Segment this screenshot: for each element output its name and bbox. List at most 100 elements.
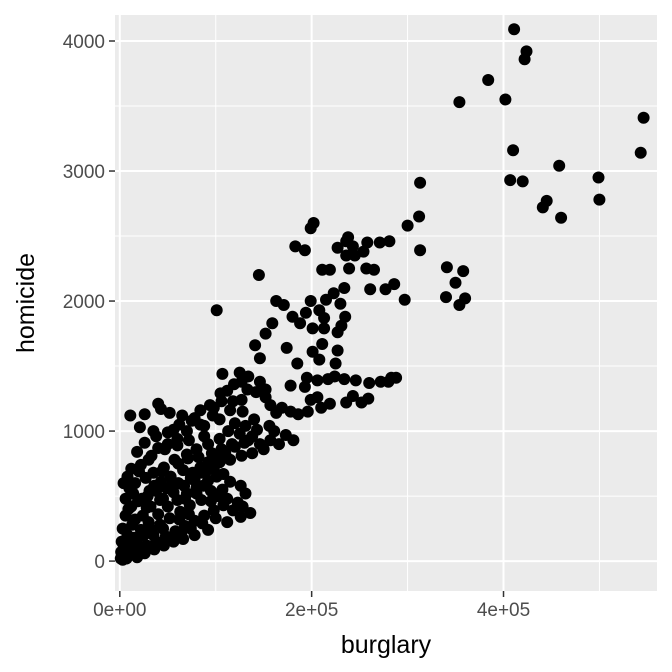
data-point	[178, 479, 191, 492]
data-point	[346, 240, 359, 253]
data-point	[202, 438, 215, 451]
data-point	[323, 263, 336, 276]
x-tick-label: 0e+00	[93, 600, 146, 621]
data-points	[114, 23, 650, 566]
data-point	[440, 261, 453, 274]
data-point	[362, 392, 375, 405]
data-point	[253, 438, 266, 451]
data-point	[163, 531, 176, 544]
data-point	[142, 453, 155, 466]
data-point	[190, 443, 203, 456]
data-point	[233, 427, 246, 440]
data-point	[318, 322, 331, 335]
y-axis: 0 1000 2000 3000 4000	[63, 32, 115, 573]
data-point	[331, 241, 344, 254]
data-point	[453, 96, 466, 109]
data-point	[190, 487, 203, 500]
data-point	[207, 401, 220, 414]
y-tick-label: 2000	[63, 292, 105, 313]
data-point	[122, 503, 135, 516]
data-point	[166, 475, 179, 488]
y-axis-title: homicide	[12, 253, 40, 353]
data-point	[304, 393, 317, 406]
data-point	[210, 304, 223, 317]
data-point	[504, 174, 517, 187]
data-point	[135, 492, 148, 505]
data-point	[361, 236, 374, 249]
data-point	[291, 357, 304, 370]
data-point	[318, 312, 331, 324]
data-point	[228, 417, 241, 430]
data-point	[340, 396, 353, 409]
data-point	[482, 74, 495, 86]
data-point	[553, 159, 566, 172]
data-point	[414, 244, 427, 257]
data-point	[401, 219, 414, 232]
data-point	[224, 475, 237, 488]
data-point	[167, 486, 180, 499]
data-point	[284, 379, 297, 392]
data-point	[379, 283, 392, 296]
data-point	[306, 345, 319, 358]
data-point	[175, 527, 188, 540]
data-point	[343, 262, 356, 275]
data-point	[242, 370, 255, 383]
data-point	[348, 249, 361, 262]
data-point	[301, 405, 314, 418]
data-point	[224, 404, 237, 417]
data-point	[507, 144, 520, 157]
data-point	[264, 434, 277, 447]
data-point	[508, 23, 521, 36]
x-axis: 0e+00 2e+05 4e+05	[93, 591, 530, 621]
data-point	[304, 295, 317, 307]
data-point	[373, 236, 386, 249]
data-point	[306, 322, 319, 335]
data-point	[184, 522, 197, 535]
data-point	[315, 401, 328, 414]
data-point	[209, 512, 222, 525]
data-point	[320, 293, 332, 306]
data-point	[459, 292, 472, 305]
data-point	[259, 327, 272, 340]
data-point	[150, 430, 163, 443]
data-point	[173, 513, 186, 526]
data-point	[133, 465, 145, 478]
data-point	[163, 512, 176, 525]
data-point	[334, 297, 347, 310]
data-point	[390, 371, 403, 384]
data-point	[298, 244, 311, 257]
data-point	[289, 240, 302, 253]
data-point	[213, 413, 226, 426]
data-point	[253, 352, 266, 365]
data-point	[148, 479, 161, 492]
data-point	[198, 419, 211, 432]
data-point	[138, 408, 151, 421]
plot-panel	[115, 15, 657, 591]
data-point	[263, 419, 276, 432]
data-point	[414, 176, 427, 189]
data-point	[235, 449, 248, 462]
data-point	[219, 447, 232, 460]
data-point	[161, 426, 174, 439]
data-point	[555, 211, 568, 224]
data-point	[313, 353, 326, 366]
data-point	[593, 193, 606, 206]
data-point	[116, 553, 129, 566]
data-point	[127, 487, 140, 500]
data-point	[239, 487, 252, 500]
data-point	[156, 465, 168, 478]
data-point	[499, 93, 512, 106]
data-point	[133, 546, 145, 558]
data-point	[186, 466, 199, 479]
data-point	[368, 263, 380, 276]
data-point	[181, 452, 194, 465]
data-point	[536, 201, 549, 214]
data-point	[280, 341, 293, 354]
data-point	[204, 495, 217, 508]
data-point	[383, 235, 396, 248]
data-point	[637, 111, 650, 124]
data-point	[316, 338, 329, 350]
data-point	[227, 504, 239, 517]
y-tick-label: 4000	[63, 32, 105, 53]
